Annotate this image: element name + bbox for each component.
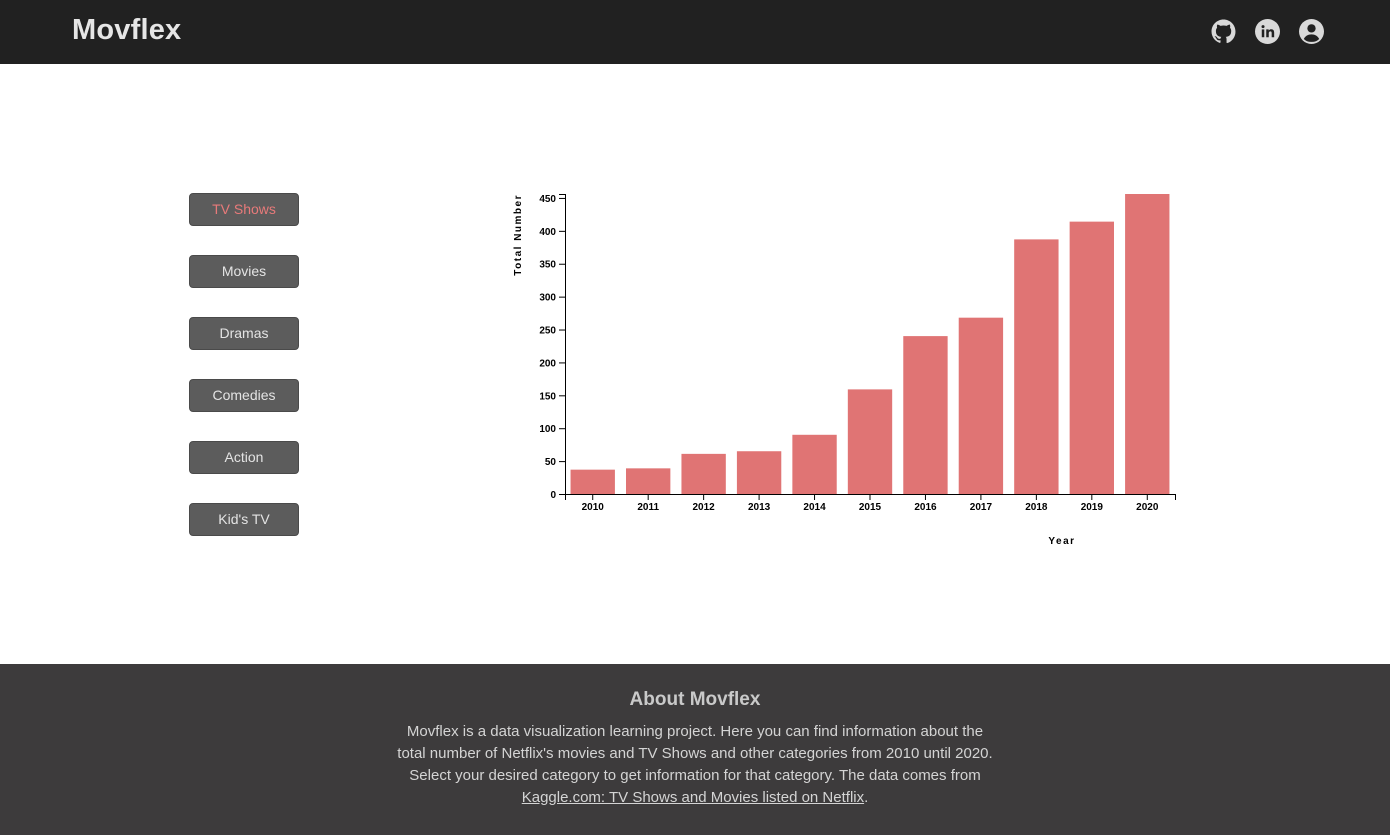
category-button-action[interactable]: Action	[189, 441, 299, 474]
footer-text-after: .	[864, 789, 869, 806]
x-tick-label-2020: 2020	[1136, 502, 1159, 513]
brand-logo[interactable]: Movflex	[72, 14, 182, 46]
category-button-comedies[interactable]: Comedies	[189, 379, 299, 412]
y-tick-label-100: 100	[539, 424, 556, 435]
x-tick-label-2018: 2018	[1025, 502, 1048, 513]
y-tick-label-50: 50	[545, 457, 557, 468]
x-tick-label-2019: 2019	[1081, 502, 1104, 513]
category-button-tv-shows[interactable]: TV Shows	[189, 193, 299, 226]
x-tick-label-2015: 2015	[859, 502, 882, 513]
y-tick-label-200: 200	[539, 358, 556, 369]
bar-2015	[847, 389, 893, 494]
x-tick-label-2013: 2013	[748, 502, 771, 513]
y-tick-label-350: 350	[539, 260, 556, 271]
bar-2013	[736, 451, 782, 494]
x-tick-label-2010: 2010	[582, 502, 605, 513]
y-tick-label-250: 250	[539, 326, 556, 337]
top-navbar: Movflex	[0, 0, 1390, 64]
y-tick-label-150: 150	[539, 391, 556, 402]
bar-2011	[626, 468, 671, 494]
category-sidebar: TV Shows Movies Dramas Comedies Action K…	[189, 193, 299, 565]
x-tick-label-2017: 2017	[970, 502, 993, 513]
footer-title: About Movflex	[629, 689, 761, 710]
category-button-dramas[interactable]: Dramas	[189, 317, 299, 350]
x-tick-label-2012: 2012	[693, 502, 716, 513]
footer-description: Movflex is a data visualization learning…	[395, 721, 995, 809]
category-button-movies[interactable]: Movies	[189, 255, 299, 288]
category-button-kids-tv[interactable]: Kid's TV	[189, 503, 299, 536]
kaggle-source-link[interactable]: Kaggle.com: TV Shows and Movies listed o…	[521, 789, 865, 806]
bar-2010	[570, 469, 615, 494]
x-tick-label-2014: 2014	[803, 502, 826, 513]
about-footer: About Movflex Movflex is a data visualiz…	[0, 664, 1390, 835]
y-axis-title: Total Number	[513, 194, 524, 276]
bar-2018	[1014, 239, 1059, 494]
user-account-icon[interactable]	[1299, 19, 1324, 44]
y-tick-label-400: 400	[539, 227, 556, 238]
footer-text-before: Movflex is a data visualization learning…	[397, 723, 993, 784]
bar-2012	[681, 453, 726, 494]
y-axis-line	[559, 194, 566, 495]
y-tick-label-0: 0	[550, 490, 556, 501]
bar-2017	[958, 317, 1004, 494]
y-tick-label-300: 300	[539, 293, 556, 304]
x-tick-label-2011: 2011	[637, 502, 659, 513]
yearly-bar-chart: 0 50 100 150 200 250 300 350 400 450 2010 2011 2012 2…	[513, 194, 1176, 547]
github-icon[interactable]	[1211, 19, 1236, 44]
linkedin-icon[interactable]	[1255, 19, 1280, 44]
bar-2016	[903, 336, 948, 494]
bar-2019	[1069, 221, 1114, 494]
y-tick-label-450: 450	[539, 194, 556, 205]
bar-2014	[792, 434, 837, 494]
header-icon-group	[1211, 19, 1324, 44]
bar-2020	[1125, 194, 1170, 494]
x-tick-label-2016: 2016	[914, 502, 937, 513]
x-axis-title: Year	[1048, 536, 1075, 547]
